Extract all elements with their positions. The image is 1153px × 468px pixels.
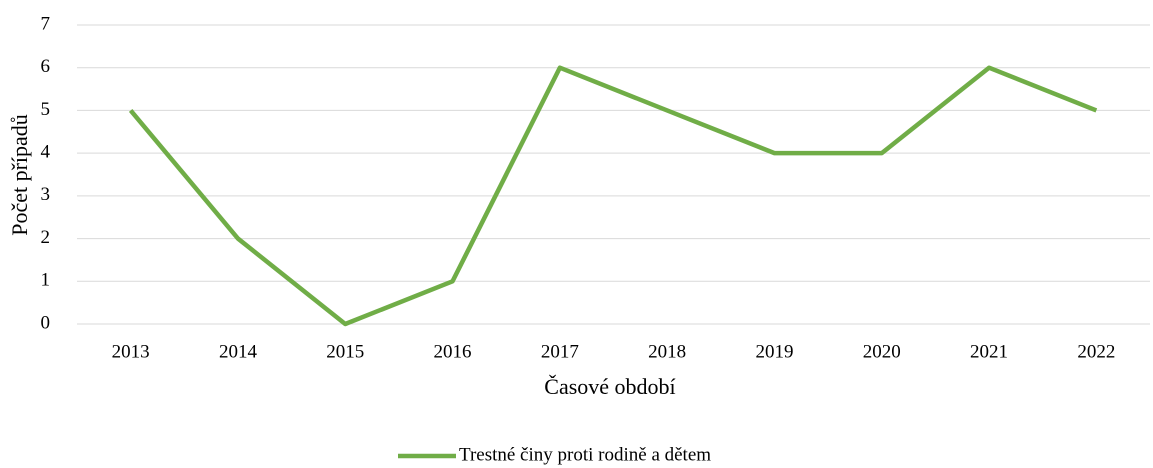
x-tick-label: 2020 [863, 341, 901, 362]
x-tick-label: 2018 [648, 341, 686, 362]
y-tick-label: 0 [41, 312, 51, 333]
legend-label: Trestné činy proti rodině a dětem [459, 444, 711, 465]
data-line [128, 65, 1098, 327]
x-tick-label: 2014 [219, 341, 258, 362]
y-tick-label: 3 [41, 184, 51, 205]
x-tick-label: 2015 [326, 341, 364, 362]
x-tick-label: 2019 [755, 341, 793, 362]
x-tick-label: 2021 [970, 341, 1008, 362]
x-tick-label: 2022 [1077, 341, 1115, 362]
y-tick-label: 1 [41, 270, 51, 291]
y-tick-label: 2 [41, 227, 51, 248]
x-tick-label: 2013 [112, 341, 150, 362]
x-axis-label: Časové období [544, 374, 675, 399]
y-tick-label: 7 [41, 13, 51, 34]
y-axis-label: Počet případů [7, 114, 32, 236]
y-tick-label: 6 [41, 56, 51, 77]
x-tick-label: 2017 [541, 341, 579, 362]
y-tick-label: 5 [41, 99, 51, 120]
y-tick-label: 4 [41, 142, 51, 163]
x-tick-label: 2016 [434, 341, 472, 362]
